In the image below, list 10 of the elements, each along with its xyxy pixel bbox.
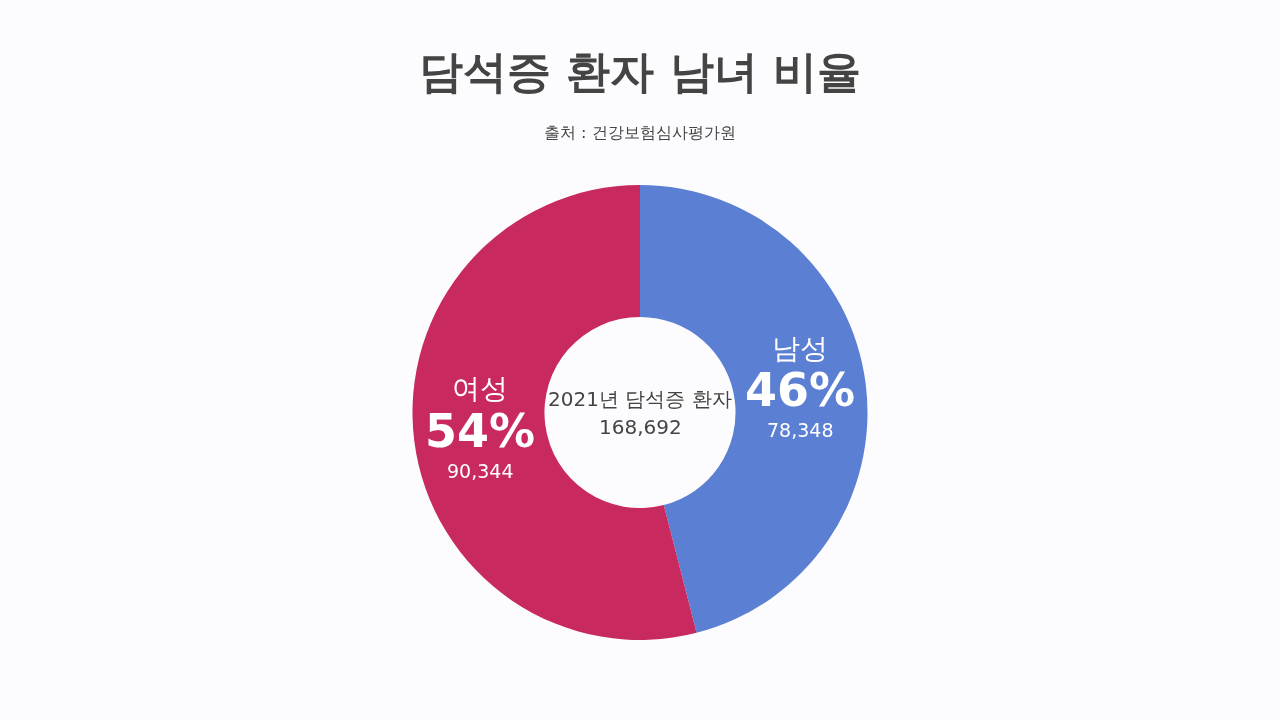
text: 2021년 담석증 환자 [548,387,732,411]
text: 168,692 [599,415,682,439]
data-label: 46% [745,363,856,417]
text: 90,344 [447,460,514,482]
data-label: 54% [425,404,536,458]
text: 78,348 [767,419,834,441]
chart-subtitle: 출처 : 건강보험심사평가원 [544,123,736,142]
chart-title: 담석증 환자 남녀 비율 [419,46,861,98]
slice-label: 여성 [452,372,508,405]
slice-label: 남성 [772,332,828,365]
